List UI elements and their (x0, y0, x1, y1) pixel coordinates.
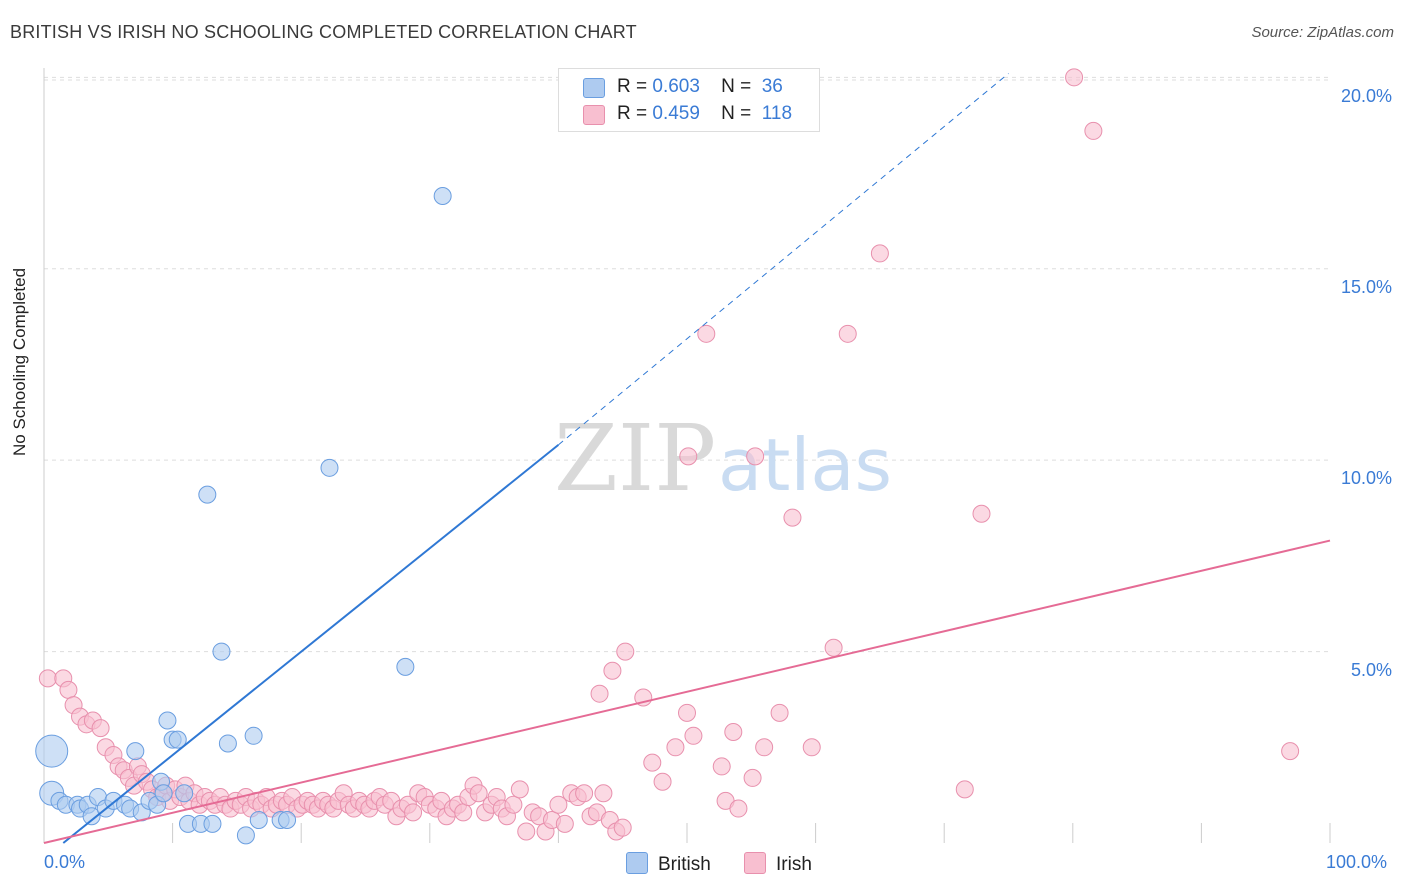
irish-point (729, 799, 748, 818)
irish-point (653, 772, 672, 791)
british-point (278, 811, 297, 830)
irish-point (616, 642, 635, 661)
irish-point (972, 504, 991, 523)
chart-title: BRITISH VS IRISH NO SCHOOLING COMPLETED … (10, 22, 637, 42)
irish-point (955, 780, 974, 799)
source-label: Source: ZipAtlas.com (1251, 24, 1394, 41)
irish-point (504, 795, 523, 814)
bottom-legend-british: British (626, 852, 711, 876)
irish-point (743, 768, 762, 787)
british-point (126, 742, 145, 761)
irish-point (404, 803, 423, 822)
trend-lines (43, 73, 1331, 844)
british-swatch (626, 852, 648, 874)
irish-point (454, 803, 473, 822)
irish-point (755, 738, 774, 757)
irish-point (783, 508, 802, 527)
british-point (175, 784, 194, 803)
british-point (218, 734, 237, 753)
irish-trend-line (43, 539, 1331, 844)
british-point (198, 485, 217, 504)
british-trend-line (62, 444, 560, 844)
irish-swatch (583, 105, 605, 125)
british-point (244, 726, 263, 745)
british-point (35, 734, 69, 768)
watermark-atlas: atlas (718, 423, 892, 507)
irish-stats: R = 0.459 N = 118 (617, 103, 793, 124)
british-trend-extension (558, 73, 1009, 446)
irish-point (613, 818, 632, 837)
irish-swatch (744, 852, 766, 874)
watermark: ZIP atlas (554, 405, 892, 512)
irish-point (746, 447, 765, 466)
irish-point (91, 719, 110, 738)
x-tick-label: 0.0% (44, 852, 86, 872)
irish-point (724, 722, 743, 741)
y-tick-label: 10.0% (1340, 468, 1392, 488)
irish-point (1065, 68, 1084, 87)
british-point (396, 657, 415, 676)
british-stats: R = 0.603 N = 36 (617, 76, 783, 97)
y-tick-label: 20.0% (1340, 86, 1392, 106)
british-point (433, 186, 452, 205)
british-point (249, 811, 268, 830)
irish-point (555, 814, 574, 833)
irish-point (38, 669, 57, 688)
irish-point (590, 684, 609, 703)
irish-point (575, 784, 594, 803)
irish-point (870, 244, 889, 263)
irish-point (679, 447, 698, 466)
irish-point (549, 795, 568, 814)
irish-point (697, 324, 716, 343)
irish-point (59, 680, 78, 699)
irish-point (666, 738, 685, 757)
british-point (212, 642, 231, 661)
british-point (168, 730, 187, 749)
irish-point (712, 757, 731, 776)
british-point (236, 826, 255, 845)
irish-point (643, 753, 662, 772)
british-points (35, 186, 452, 845)
british-point (82, 807, 101, 826)
irish-point (603, 661, 622, 680)
bottom-legend-irish: Irish (744, 852, 812, 876)
irish-point (678, 703, 696, 722)
british-point (320, 458, 339, 477)
irish-point (824, 638, 843, 657)
irish-point (517, 822, 536, 841)
british-point (158, 711, 177, 730)
british-swatch (583, 78, 605, 98)
irish-point (838, 324, 857, 343)
y-tick-label: 5.0% (1350, 660, 1392, 680)
irish-point (1281, 742, 1300, 761)
irish-point (684, 726, 703, 745)
irish-point (802, 738, 821, 757)
irish-point (510, 780, 529, 799)
stats-legend: R = 0.603 N = 36 R = 0.459 N = 118 (558, 68, 820, 132)
irish-points (38, 68, 1300, 841)
y-axis-label: No Schooling Completed (10, 267, 29, 456)
british-point (154, 784, 173, 803)
british-point (203, 814, 222, 833)
irish-point (1084, 121, 1103, 140)
irish-point (770, 703, 789, 722)
irish-point (594, 784, 613, 803)
x-tick-label: 100.0% (1326, 852, 1388, 872)
y-tick-label: 15.0% (1340, 277, 1392, 297)
irish-point (469, 784, 488, 803)
